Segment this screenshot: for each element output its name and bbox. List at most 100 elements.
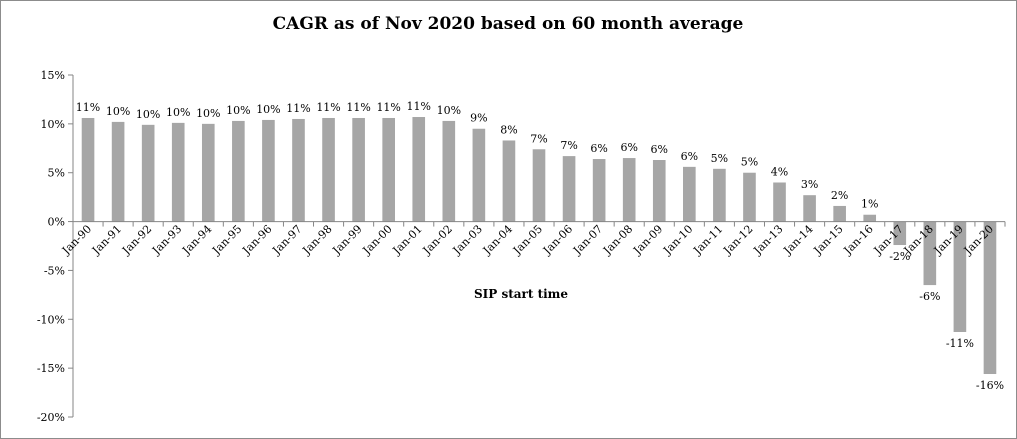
bar — [652, 160, 666, 222]
data-label: 4% — [771, 165, 788, 178]
y-tick-label: -5% — [44, 264, 65, 277]
data-label: 11% — [286, 102, 310, 115]
x-tick-label: Jan-12 — [720, 223, 755, 258]
bar — [803, 195, 816, 222]
bar — [201, 123, 215, 222]
data-label: 11% — [316, 101, 340, 114]
y-tick-label: -20% — [37, 411, 65, 424]
bar — [893, 221, 907, 246]
bar — [923, 221, 937, 286]
bar — [983, 221, 997, 375]
x-tick-label: Jan-97 — [269, 223, 304, 258]
data-label: 10% — [196, 107, 220, 120]
x-tick-label: Jan-15 — [811, 223, 846, 258]
bar — [412, 117, 426, 222]
data-label: 10% — [226, 104, 250, 117]
bar — [472, 128, 486, 222]
data-label: 1% — [861, 198, 878, 211]
bar — [322, 117, 335, 222]
y-tick-label: -15% — [37, 362, 65, 375]
data-label: -6% — [919, 290, 940, 303]
bar — [81, 117, 95, 222]
data-label: 2% — [831, 189, 848, 202]
bars — [81, 117, 997, 375]
data-label: 5% — [741, 156, 758, 169]
bar — [262, 119, 275, 222]
bar — [953, 221, 967, 332]
bar — [502, 140, 516, 222]
x-tick-label: Jan-04 — [480, 223, 515, 258]
data-label: 6% — [590, 142, 607, 155]
x-tick-label: Jan-92 — [119, 223, 154, 258]
bar — [592, 159, 606, 222]
bar — [442, 120, 456, 222]
x-axis: Jan-90Jan-91Jan-92Jan-93Jan-94Jan-95Jan-… — [59, 221, 1006, 258]
bar — [773, 182, 786, 222]
x-tick-label: Jan-96 — [239, 223, 274, 258]
x-tick-label: Jan-91 — [89, 223, 124, 258]
x-tick-label: Jan-07 — [570, 223, 605, 258]
data-label: 10% — [437, 104, 461, 117]
x-tick-label: Jan-02 — [420, 223, 455, 258]
bar — [863, 214, 877, 222]
x-tick-label: Jan-09 — [630, 223, 665, 258]
x-tick-label: Jan-14 — [781, 223, 816, 258]
x-tick-label: Jan-13 — [750, 223, 785, 258]
data-label: 9% — [470, 112, 487, 125]
bar — [833, 205, 846, 222]
y-tick-label: 15% — [41, 69, 65, 82]
data-label: 3% — [801, 178, 818, 191]
x-tick-label: Jan-05 — [510, 223, 545, 258]
data-label: 11% — [76, 101, 100, 114]
bar — [713, 168, 726, 222]
x-tick-label: Jan-10 — [660, 223, 695, 258]
bar — [171, 122, 185, 222]
bar — [111, 121, 125, 222]
x-tick-label: Jan-99 — [330, 223, 365, 258]
y-tick-label: 0% — [48, 216, 65, 229]
bar — [622, 158, 636, 222]
data-label: 8% — [500, 123, 517, 136]
y-tick-label: 5% — [48, 167, 65, 180]
data-label: 10% — [166, 106, 190, 119]
data-label: 6% — [620, 141, 637, 154]
bar — [532, 149, 546, 222]
y-axis: 15% 10% 5% 0% -5% -10% -15% -20% — [37, 69, 74, 424]
data-label: 5% — [711, 152, 728, 165]
bar — [352, 117, 365, 222]
data-label: -2% — [889, 250, 910, 263]
x-tick-label: Jan-01 — [390, 223, 425, 258]
data-label: 7% — [560, 139, 577, 152]
data-label: 10% — [256, 103, 280, 116]
bar — [562, 156, 576, 222]
data-label: 10% — [106, 105, 130, 118]
y-tick-label: -10% — [37, 313, 65, 326]
data-label: 11% — [346, 101, 370, 114]
bar — [141, 124, 155, 222]
bar — [292, 118, 305, 222]
data-label: 11% — [376, 101, 400, 114]
bar — [683, 166, 696, 222]
x-tick-label: Jan-03 — [450, 223, 485, 258]
x-tick-label: Jan-93 — [149, 223, 184, 258]
data-label: 6% — [681, 150, 698, 163]
chart-title: CAGR as of Nov 2020 based on 60 month av… — [273, 14, 744, 34]
x-tick-label: Jan-08 — [600, 223, 635, 258]
y-tick-label: 10% — [41, 118, 65, 131]
data-label: 11% — [407, 100, 431, 113]
x-tick-label: Jan-94 — [179, 223, 214, 258]
bar — [382, 117, 395, 222]
x-tick-label: Jan-06 — [540, 223, 575, 258]
data-label: 7% — [530, 132, 547, 145]
x-tick-label: Jan-00 — [360, 223, 395, 258]
x-tick-label: Jan-16 — [841, 223, 876, 258]
bar — [232, 120, 245, 222]
bar — [743, 172, 756, 222]
data-labels: 11% 10% 10% 10% 10% 10% 10% 11% 11% 11% 11% 11% 10% 9… — [76, 100, 1004, 392]
x-axis-label: SIP start time — [474, 287, 568, 301]
data-label: 10% — [136, 108, 160, 121]
x-tick-label: Jan-11 — [690, 223, 725, 258]
x-tick-label: Jan-98 — [299, 223, 334, 258]
